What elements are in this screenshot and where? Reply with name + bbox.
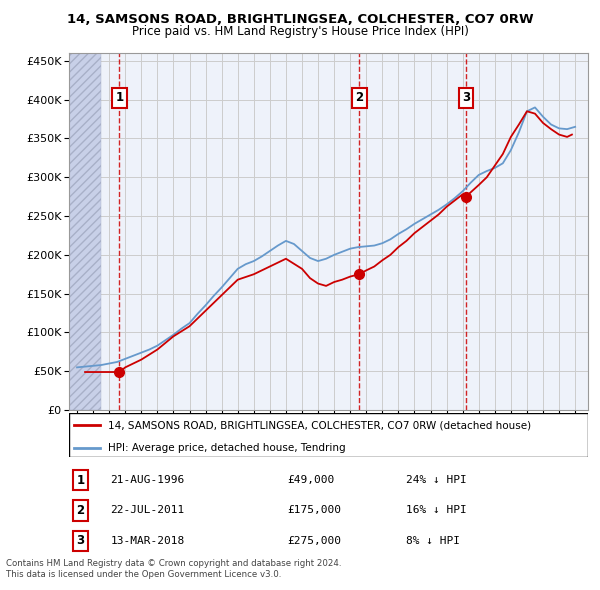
Text: 2: 2 <box>76 504 85 517</box>
Text: 1: 1 <box>115 91 124 104</box>
Text: 21-AUG-1996: 21-AUG-1996 <box>110 476 185 486</box>
Text: 1: 1 <box>76 474 85 487</box>
Text: 14, SAMSONS ROAD, BRIGHTLINGSEA, COLCHESTER, CO7 0RW (detached house): 14, SAMSONS ROAD, BRIGHTLINGSEA, COLCHES… <box>108 421 531 430</box>
Text: 8% ↓ HPI: 8% ↓ HPI <box>406 536 460 546</box>
Text: Contains HM Land Registry data © Crown copyright and database right 2024.: Contains HM Land Registry data © Crown c… <box>6 559 341 568</box>
Text: £275,000: £275,000 <box>287 536 341 546</box>
FancyBboxPatch shape <box>69 413 588 457</box>
Text: 3: 3 <box>462 91 470 104</box>
Text: 14, SAMSONS ROAD, BRIGHTLINGSEA, COLCHESTER, CO7 0RW: 14, SAMSONS ROAD, BRIGHTLINGSEA, COLCHES… <box>67 13 533 26</box>
Text: 13-MAR-2018: 13-MAR-2018 <box>110 536 185 546</box>
Text: This data is licensed under the Open Government Licence v3.0.: This data is licensed under the Open Gov… <box>6 571 281 579</box>
Text: 22-JUL-2011: 22-JUL-2011 <box>110 506 185 516</box>
Text: 3: 3 <box>76 534 85 547</box>
Text: £175,000: £175,000 <box>287 506 341 516</box>
Text: Price paid vs. HM Land Registry's House Price Index (HPI): Price paid vs. HM Land Registry's House … <box>131 25 469 38</box>
Bar <box>69 53 101 410</box>
Text: HPI: Average price, detached house, Tendring: HPI: Average price, detached house, Tend… <box>108 442 346 453</box>
Text: £49,000: £49,000 <box>287 476 334 486</box>
Text: 24% ↓ HPI: 24% ↓ HPI <box>406 476 467 486</box>
Text: 2: 2 <box>355 91 363 104</box>
Text: 16% ↓ HPI: 16% ↓ HPI <box>406 506 467 516</box>
